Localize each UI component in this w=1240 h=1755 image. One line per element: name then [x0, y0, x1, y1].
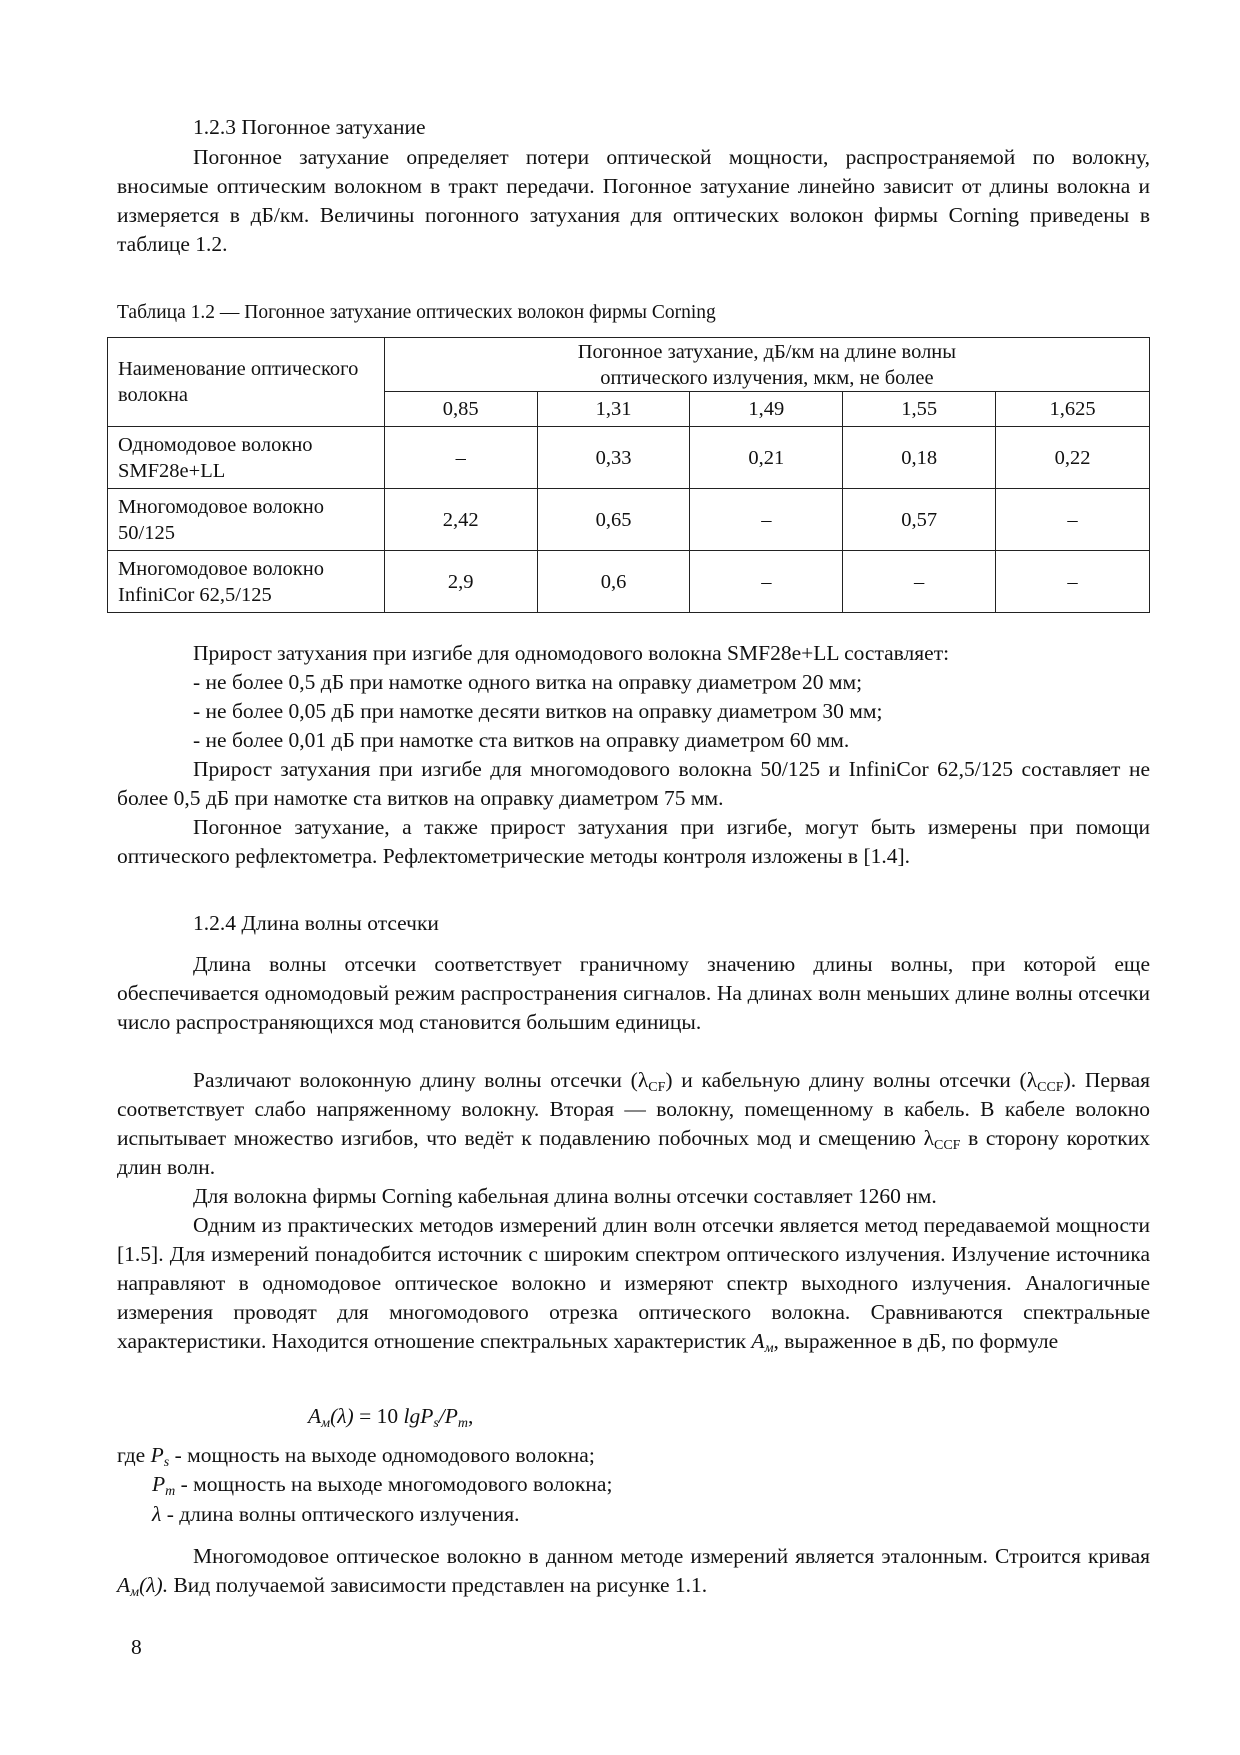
subscript: м [130, 1585, 140, 1600]
header-wavelength: 1,31 [536, 391, 691, 427]
text: ) и кабельную длину волны отсечки (λ [665, 1068, 1038, 1092]
cutoff-types-paragraph: Различают волоконную длину волны отсечки… [117, 1066, 1150, 1182]
method-paragraph: Одним из практических методов измерений … [117, 1211, 1150, 1356]
variable-arg: (λ). [139, 1573, 169, 1597]
text: Одним из практических методов измерений … [117, 1213, 1150, 1353]
variable: A [751, 1329, 765, 1353]
table-caption: Таблица 1.2 — Погонное затухание оптичес… [117, 302, 716, 323]
formula-lg: lgP [403, 1404, 434, 1428]
paragraph-attenuation-intro: Погонное затухание определяет потери опт… [117, 145, 1150, 256]
section-heading-1-2-3: 1.2.3 Погонное затухание [193, 115, 426, 139]
header-wavelength: 1,49 [689, 391, 844, 427]
attenuation-value: – [689, 488, 844, 551]
symbol: P [150, 1443, 164, 1467]
text: ). Первая соответствует слабо напряженно… [117, 1068, 1150, 1150]
table-row: Одномодовое волокно SMF28e+LL – 0,33 0,2… [107, 426, 1150, 489]
attenuation-value: 2,42 [383, 488, 538, 551]
subscript: m [457, 1416, 469, 1431]
formula-eq: = 10 [353, 1404, 404, 1428]
symbol: λ [152, 1502, 162, 1526]
header-wavelength: 1,625 [995, 391, 1150, 427]
variable: A [117, 1573, 131, 1597]
subscript: CCF [934, 1138, 961, 1153]
page-number: 8 [131, 1635, 142, 1659]
attenuation-value: – [689, 550, 844, 613]
bend-loss-item: - не более 0,01 дБ при намотке ста витко… [193, 728, 850, 752]
where-item: где Ps - мощность на выходе одномодового… [117, 1441, 595, 1470]
text: , выраженное в дБ, по формуле [773, 1329, 1059, 1353]
bend-loss-intro: Прирост затухания при изгибе для одномод… [193, 641, 950, 665]
header-fiber-name: Наименование оптического волокна [107, 337, 385, 427]
attenuation-value: – [383, 426, 538, 489]
attenuation-value: 0,21 [689, 426, 844, 489]
section-heading-1-2-4: 1.2.4 Длина волны отсечки [193, 911, 439, 935]
text: Вид получаемой зависимости представлен н… [168, 1573, 708, 1597]
formula: Aм(λ) = 10 lgPs/Pm, [308, 1402, 473, 1431]
text: - мощность на выходе многомодового волок… [175, 1472, 613, 1496]
cutoff-definition: Длина волны отсечки соответствует гранич… [117, 952, 1150, 1034]
attenuation-value: 0,18 [842, 426, 997, 489]
where-item: λ - длина волны оптического излучения. [152, 1500, 520, 1529]
subscript: CF [648, 1080, 666, 1095]
corning-cutoff: Для волокна фирмы Corning кабельная длин… [193, 1184, 937, 1208]
attenuation-value: – [995, 550, 1150, 613]
bend-loss-multimode: Прирост затухания при изгибе для многомо… [117, 757, 1150, 810]
formula-symbol: A [308, 1404, 322, 1428]
table-row: Многомодовое волокно InfiniCor 62,5/125 … [107, 550, 1150, 613]
subscript: s [163, 1455, 170, 1470]
fiber-name: Многомодовое волокно InfiniCor 62,5/125 [107, 550, 385, 613]
attenuation-value: 0,6 [536, 550, 691, 613]
fiber-name: Одномодовое волокно SMF28e+LL [107, 426, 385, 489]
subscript: м [321, 1416, 331, 1431]
subscript: CCF [1037, 1080, 1064, 1095]
attenuation-value: 0,22 [995, 426, 1150, 489]
bend-loss-item: - не более 0,5 дБ при намотке одного вит… [193, 670, 863, 694]
attenuation-value: 2,9 [383, 550, 538, 613]
formula-end: , [468, 1404, 474, 1428]
text: в сторону коротких длин волн. [117, 1126, 1151, 1179]
subscript: м [764, 1341, 774, 1356]
bend-loss-item: - не более 0,05 дБ при намотке десяти ви… [193, 699, 883, 723]
attenuation-value: – [842, 550, 997, 613]
fiber-name: Многомодовое волокно 50/125 [107, 488, 385, 551]
symbol: P [152, 1472, 166, 1496]
otdr-paragraph: Погонное затухание, а также прирост зату… [117, 815, 1150, 868]
attenuation-value: 0,57 [842, 488, 997, 551]
formula-arg: (λ) [330, 1404, 354, 1428]
attenuation-table: Наименование оптического волокна Погонно… [107, 337, 1151, 613]
text: где [117, 1443, 151, 1467]
table-row: Многомодовое волокно 50/125 2,42 0,65 – … [107, 488, 1150, 551]
attenuation-value: 0,33 [536, 426, 691, 489]
text: - мощность на выходе одномодового волокн… [169, 1443, 595, 1467]
header-wavelength: 0,85 [383, 391, 538, 427]
reference-curve-paragraph: Многомодовое оптическое волокно в данном… [117, 1542, 1150, 1600]
header-wavelength: 1,55 [842, 391, 997, 427]
header-attenuation-group: Погонное затухание, дБ/км на длине волны… [383, 337, 1151, 392]
subscript: m [165, 1484, 176, 1499]
where-item: Pm - мощность на выходе многомодового во… [152, 1470, 612, 1499]
attenuation-value: 0,65 [536, 488, 691, 551]
text: Многомодовое оптическое волокно в данном… [193, 1544, 1150, 1568]
text: Различают волоконную длину волны отсечки… [193, 1068, 649, 1092]
formula-denominator: /P [438, 1404, 458, 1428]
attenuation-value: – [995, 488, 1150, 551]
text: - длина волны оптического излучения. [161, 1502, 520, 1526]
subscript: s [433, 1416, 439, 1431]
